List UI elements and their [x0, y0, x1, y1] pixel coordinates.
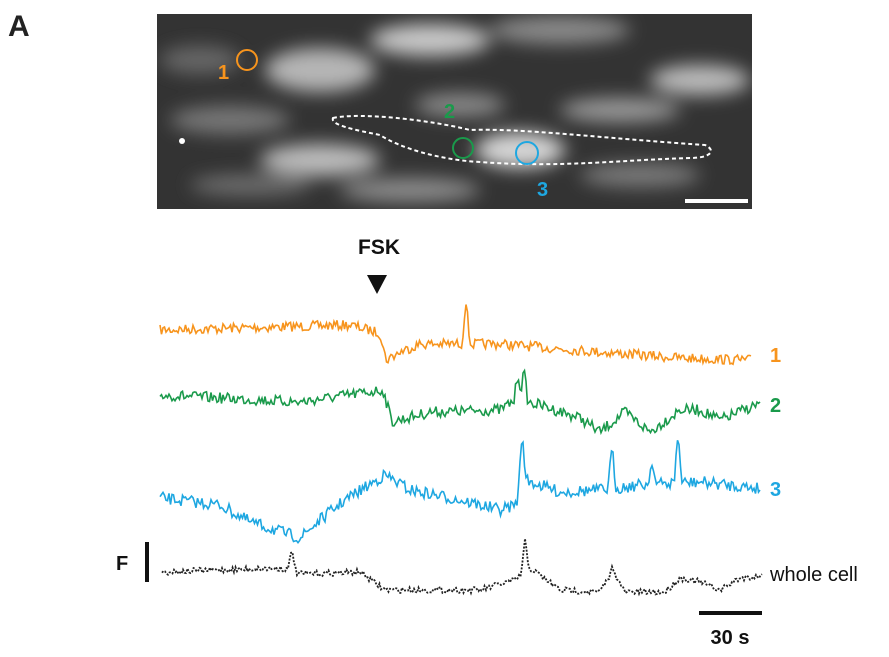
trace-label: 2	[770, 395, 781, 417]
roi-label: 2	[444, 101, 455, 123]
scale-label-x: 30 s	[711, 627, 750, 649]
panel-label: A	[8, 10, 30, 43]
roi-label: 3	[537, 179, 548, 201]
trace-label: 1	[770, 345, 781, 367]
traces	[159, 304, 763, 597]
roi-label: 1	[218, 62, 229, 84]
trace-line	[159, 368, 761, 436]
stimulus-label: FSK	[358, 236, 400, 259]
trace-label: whole cell	[769, 564, 858, 586]
trace-line	[161, 538, 763, 597]
micrograph	[157, 14, 752, 209]
trace-line	[159, 440, 761, 545]
trace-line	[159, 304, 752, 366]
scale-label-y: F	[116, 553, 128, 575]
trace-label: 3	[770, 479, 781, 501]
stimulus-arrow	[367, 275, 387, 294]
